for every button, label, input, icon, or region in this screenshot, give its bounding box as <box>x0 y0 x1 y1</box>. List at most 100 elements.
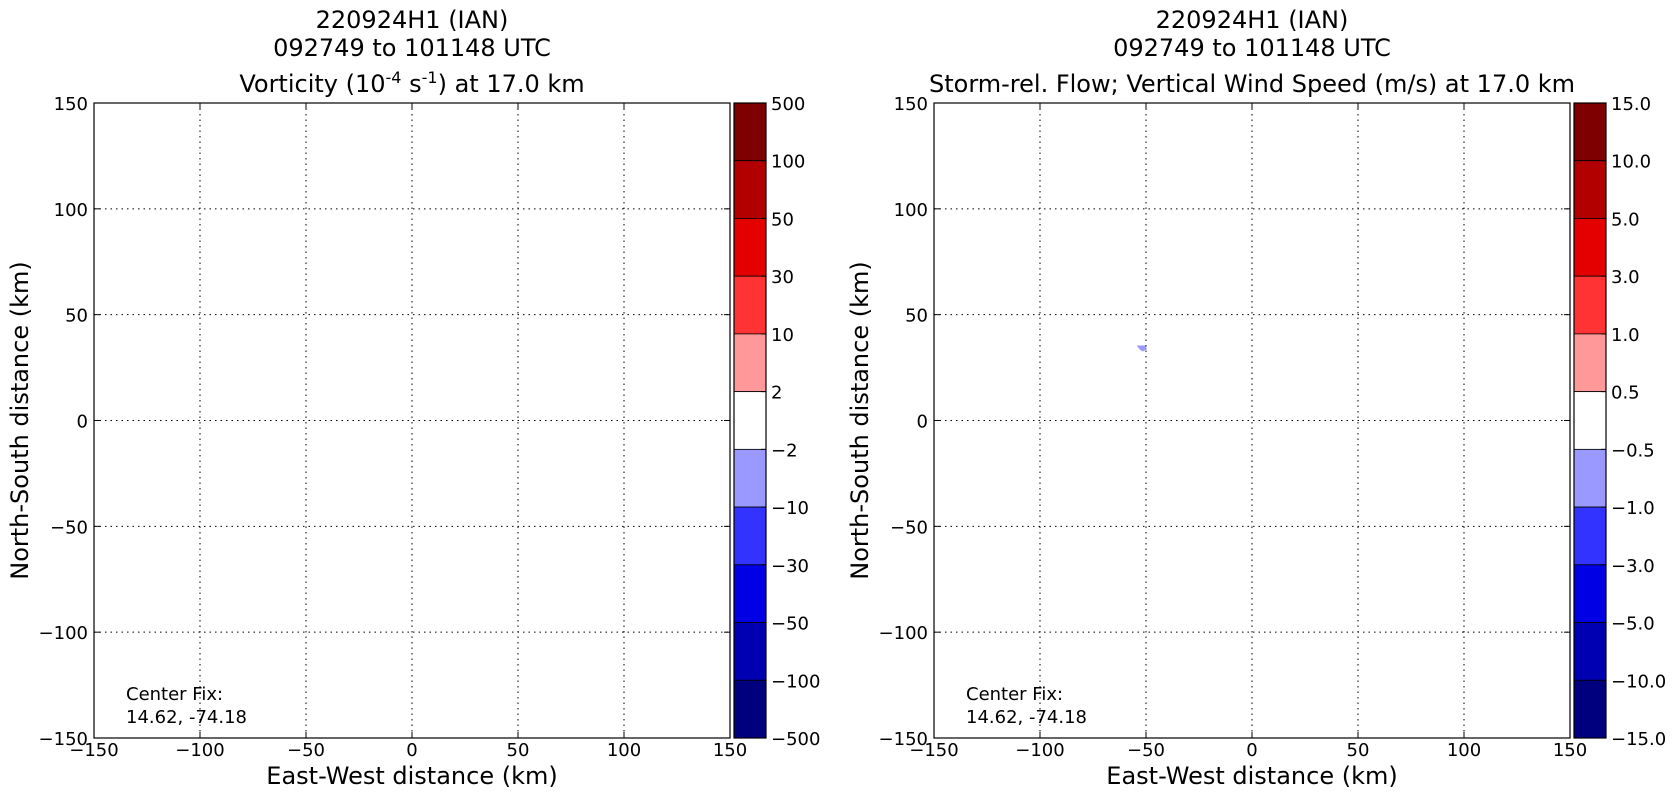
colorbar-label: −15.0 <box>1611 729 1666 750</box>
colorbar-segment <box>1573 506 1607 566</box>
chart-title-line3: Vorticity (10-4 s-1) at 17.0 km <box>239 68 584 98</box>
colorbar-segment <box>733 448 767 508</box>
x-tick-label: −50 <box>1127 740 1165 761</box>
chart-title-line1: 220924H1 (IAN) <box>1156 6 1349 34</box>
colorbar: 15.0 10.0 5.0 3.0 1.0 0.5 −0.5 −1.0 −3.0 −5.0 −10.… <box>1573 94 1666 750</box>
chart-title-mid: s <box>401 70 421 98</box>
x-tick-label: −150 <box>69 740 118 761</box>
colorbar-label: −2 <box>771 440 798 461</box>
colorbar-frame <box>733 102 767 739</box>
x-tick-label: 50 <box>507 740 530 761</box>
colorbar-label: −500 <box>771 729 820 750</box>
x-tick-label: 0 <box>406 740 417 761</box>
x-tick-label: 150 <box>713 740 747 761</box>
colorbar-segment <box>1573 448 1607 508</box>
y-tick-label: 0 <box>917 412 928 433</box>
x-tick-label: −100 <box>1015 740 1064 761</box>
colorbar-segment <box>733 622 767 681</box>
y-tick-label: 50 <box>905 306 928 327</box>
colorbar-segment <box>733 275 767 335</box>
y-tick-label: −100 <box>879 623 928 644</box>
colorbar-label: −50 <box>771 614 809 635</box>
x-tick-label: 100 <box>1447 740 1481 761</box>
chart-title-exp2: -1 <box>422 68 438 87</box>
colorbar-label: −30 <box>771 556 809 577</box>
colorbar-segment <box>733 506 767 566</box>
colorbar-segment <box>733 102 767 162</box>
colorbar-label: 1.0 <box>1611 325 1640 346</box>
x-axis-label: East-West distance (km) <box>266 762 557 790</box>
chart-title-post: ) at 17.0 km <box>438 70 585 98</box>
colorbar-segment <box>1573 160 1607 219</box>
colorbar-label: 2 <box>771 383 782 404</box>
chart-title-line2: 092749 to 101148 UTC <box>273 34 551 62</box>
chart-title-exp1: -4 <box>386 68 402 87</box>
colorbar-label: −5.0 <box>1611 614 1655 635</box>
colorbar-segment <box>1573 333 1607 393</box>
x-tick-label: −100 <box>175 740 224 761</box>
y-tick-label: 100 <box>894 200 928 221</box>
colorbar-label: 15.0 <box>1611 94 1651 115</box>
colorbar-label: −100 <box>771 671 820 692</box>
y-tick-label: 150 <box>894 94 928 115</box>
colorbar-label: 100 <box>771 152 805 173</box>
x-axis-label: East-West distance (km) <box>1106 762 1397 790</box>
colorbar-segment <box>733 679 767 739</box>
colorbar-segment <box>1573 564 1607 623</box>
colorbar-frame <box>1573 102 1607 739</box>
y-tick-label: 0 <box>77 412 88 433</box>
y-tick-label: 100 <box>54 200 88 221</box>
chart-panel-2: 220924H1 (IAN)092749 to 101148 UTC Storm-… <box>846 6 1666 790</box>
chart-title-line2: 092749 to 101148 UTC <box>1113 34 1391 62</box>
y-tick-label: −150 <box>39 729 88 750</box>
x-tick-label: 150 <box>1553 740 1587 761</box>
chart-title-line3: Storm-rel. Flow; Vertical Wind Speed (m/… <box>929 70 1575 98</box>
center-fix-value: 14.62, -74.18 <box>966 707 1087 728</box>
x-tick-label: 100 <box>607 740 641 761</box>
colorbar-label: 0.5 <box>1611 383 1640 404</box>
y-tick-label: −150 <box>879 729 928 750</box>
colorbar-label: 10 <box>771 325 794 346</box>
colorbar-label: 5.0 <box>1611 209 1640 230</box>
colorbar-label: −1.0 <box>1611 498 1655 519</box>
colorbar-segment <box>1573 391 1607 450</box>
colorbar-label: 50 <box>771 209 794 230</box>
x-tick-label: −150 <box>909 740 958 761</box>
vertical-wind-patch <box>1136 345 1147 352</box>
center-fix-label: Center Fix: <box>126 684 223 705</box>
colorbar-segment <box>733 218 767 277</box>
colorbar-segment <box>733 160 767 219</box>
plot-frame <box>93 102 731 739</box>
chart-title-line1: 220924H1 (IAN) <box>316 6 509 34</box>
colorbar-segment <box>1573 218 1607 277</box>
colorbar-label: 3.0 <box>1611 267 1640 288</box>
y-tick-label: 150 <box>54 94 88 115</box>
colorbar-label: −10 <box>771 498 809 519</box>
chart-title-pre: Vorticity (10 <box>239 70 385 98</box>
colorbar-label: −10.0 <box>1611 671 1666 692</box>
colorbar: 500 100 50 30 10 2 −2 −10 −30 −50 −100 −500 <box>733 94 820 750</box>
colorbar-label: 500 <box>771 94 805 115</box>
colorbar-segment <box>733 391 767 450</box>
colorbar-segment <box>1573 102 1607 162</box>
y-axis-label: North-South distance (km) <box>6 261 34 580</box>
x-tick-label: −50 <box>287 740 325 761</box>
x-tick-label: 0 <box>1246 740 1257 761</box>
colorbar-segment <box>1573 622 1607 681</box>
center-fix-label: Center Fix: <box>966 684 1063 705</box>
colorbar-segment <box>1573 275 1607 335</box>
plot-frame <box>933 102 1571 739</box>
y-tick-label: −100 <box>39 623 88 644</box>
colorbar-label: −3.0 <box>1611 556 1655 577</box>
x-tick-label: 50 <box>1347 740 1370 761</box>
center-fix-value: 14.62, -74.18 <box>126 707 247 728</box>
y-tick-label: −50 <box>890 517 928 538</box>
colorbar-label: 10.0 <box>1611 152 1651 173</box>
colorbar-segment <box>733 564 767 623</box>
colorbar-label: 30 <box>771 267 794 288</box>
colorbar-segment <box>1573 679 1607 739</box>
y-axis-label: North-South distance (km) <box>846 261 874 580</box>
colorbar-segment <box>733 333 767 393</box>
y-tick-label: 50 <box>65 306 88 327</box>
